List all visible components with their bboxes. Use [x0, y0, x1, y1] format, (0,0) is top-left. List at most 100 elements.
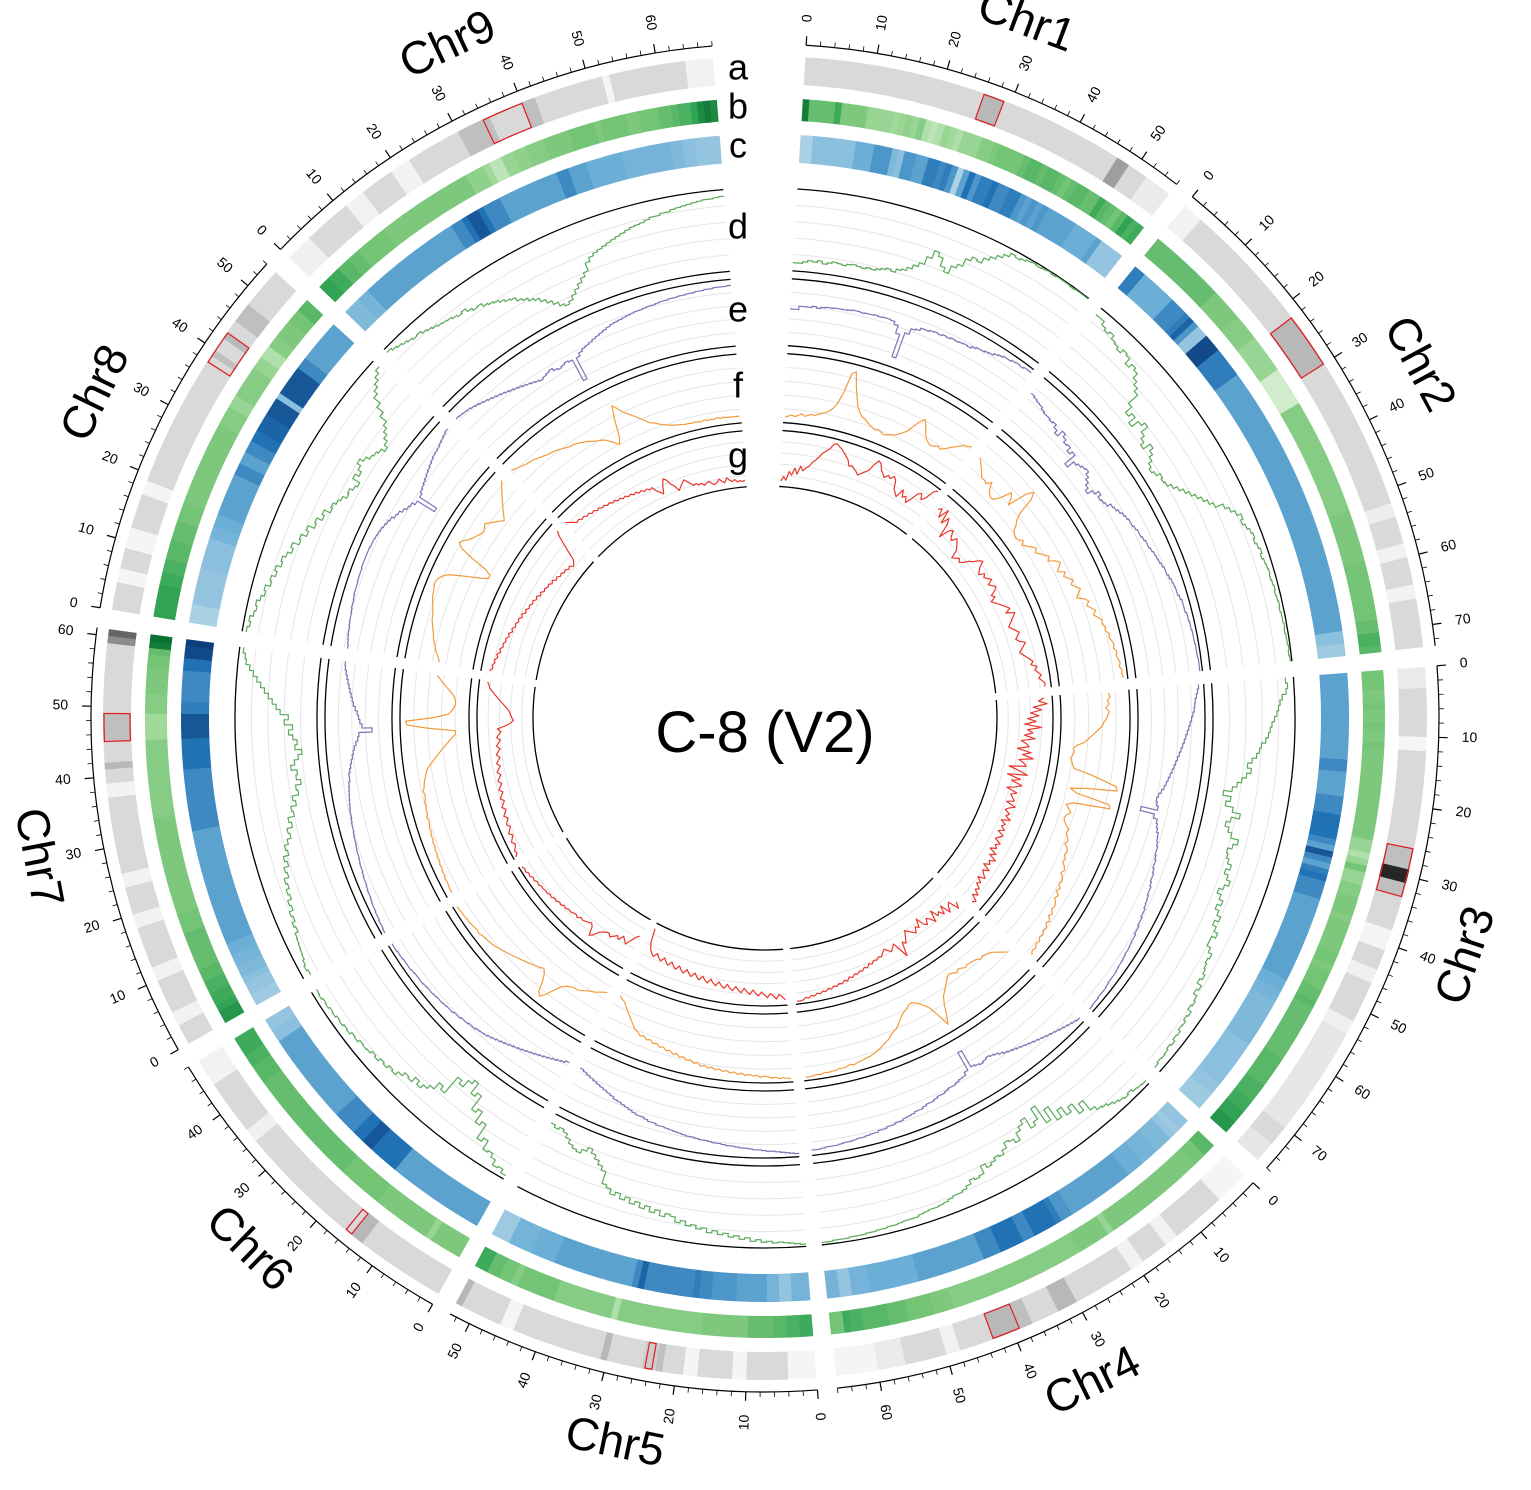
axis-tick — [1370, 1013, 1379, 1019]
heatmap-cell — [1093, 200, 1113, 223]
heatmap-cell — [205, 877, 235, 892]
axis-line — [99, 263, 268, 608]
heatmap-cell — [377, 229, 397, 251]
ideogram-band — [125, 527, 158, 555]
axis-tick — [170, 1049, 179, 1055]
grid-line — [794, 237, 1059, 338]
heatmap-cell — [349, 302, 374, 328]
heatmap-cell — [779, 1315, 787, 1338]
ideogram-band — [120, 547, 153, 575]
heatmap-cell — [375, 1132, 400, 1158]
heatmap-cell — [1237, 337, 1259, 357]
ideogram-band — [1182, 219, 1293, 335]
heatmap-cell — [524, 143, 540, 167]
axis-tick — [1092, 124, 1096, 130]
heatmap-cell — [189, 813, 219, 826]
axis-tick — [447, 112, 453, 122]
track-border — [555, 1113, 800, 1167]
grid-line — [477, 318, 734, 441]
heatmap-cell — [1309, 461, 1333, 477]
ideogram-band — [1397, 666, 1427, 690]
axis-tick — [1155, 1266, 1159, 1272]
axis-tick — [601, 1372, 605, 1382]
heatmap-cell — [173, 526, 197, 540]
heatmap-cell — [1264, 956, 1293, 975]
ideogram-band — [1063, 1246, 1132, 1302]
axis-tick — [1343, 1063, 1348, 1068]
heatmap-cell — [180, 713, 210, 721]
heatmap-cell — [510, 189, 529, 218]
heatmap-cell — [410, 250, 433, 277]
heatmap-cell — [1311, 816, 1340, 828]
heatmap-cell — [1146, 1118, 1171, 1143]
track-g-series — [521, 866, 640, 945]
axis-tick — [1017, 1342, 1022, 1352]
ideogram-band — [457, 116, 501, 157]
heatmap-cell — [723, 1272, 732, 1301]
axis-tick — [1403, 933, 1409, 937]
heatmap-cell — [1312, 467, 1335, 483]
ideogram-band — [685, 58, 716, 89]
heatmap-cell — [1040, 210, 1061, 239]
heatmap-cell — [145, 751, 169, 760]
heatmap-cell — [249, 367, 272, 386]
track-border — [468, 678, 508, 864]
axis-tick — [1302, 1123, 1308, 1128]
track-border — [978, 695, 1054, 911]
tick-label: 30 — [64, 844, 83, 863]
track-border — [559, 1106, 800, 1159]
track-border — [995, 435, 1129, 679]
ideogram-band — [351, 1212, 380, 1244]
heatmap-cell — [264, 345, 287, 365]
heatmap-cell — [1193, 1066, 1220, 1090]
heatmap-cell — [982, 1272, 998, 1296]
heatmap-cell — [351, 1163, 372, 1185]
track-f-series — [511, 405, 740, 471]
heatmap-cell — [1259, 369, 1282, 388]
heatmap-cell — [992, 144, 1008, 168]
axis-tick — [224, 1125, 229, 1130]
tick-label: 20 — [1305, 267, 1327, 289]
heatmap-cell — [1320, 697, 1349, 705]
heatmap-cell — [403, 1203, 422, 1226]
heatmap-cell — [548, 1234, 565, 1263]
heatmap-cell — [215, 995, 239, 1012]
heatmap-cell — [213, 429, 236, 446]
heatmap-cell — [1337, 885, 1361, 899]
ideogram-band — [1200, 1155, 1245, 1200]
axis-tick — [191, 1078, 197, 1083]
heatmap-cell — [146, 667, 170, 676]
heatmap-cell — [344, 1103, 370, 1129]
axis-tick — [1319, 1100, 1325, 1104]
track-border — [316, 657, 376, 939]
heatmap-cell — [434, 1176, 456, 1204]
heatmap-cell — [938, 163, 954, 192]
axis-tick — [1030, 1337, 1034, 1343]
heatmap-cell — [1185, 335, 1211, 359]
axis-tick — [1164, 171, 1169, 176]
heatmap-cell — [1084, 1219, 1103, 1242]
track-border — [984, 695, 1062, 917]
grid-line — [801, 950, 1010, 1054]
axis-tick — [960, 68, 963, 74]
heatmap-cell — [795, 1272, 805, 1302]
heatmap-cell — [397, 1199, 417, 1222]
heatmap-cell — [1315, 636, 1345, 648]
heatmap-cell — [1310, 957, 1334, 973]
heatmap-cell — [311, 1068, 338, 1092]
grid-line — [524, 1171, 806, 1233]
grid-line — [1015, 691, 1103, 944]
heatmap-cell — [181, 743, 210, 752]
axis-tick — [990, 1352, 993, 1358]
axis-tick — [816, 1389, 819, 1399]
heatmap-cell — [1095, 1212, 1114, 1235]
heatmap-cell — [337, 1150, 358, 1172]
heatmap-cell — [1005, 1216, 1024, 1245]
axis-tick — [1392, 470, 1398, 473]
heatmap-cell — [301, 357, 328, 380]
ideogram-band — [1375, 876, 1407, 897]
heatmap-cell — [429, 1172, 451, 1200]
track-f-series — [805, 951, 1009, 1078]
track-f-series — [979, 458, 1125, 678]
heatmap-cell — [376, 1184, 397, 1206]
